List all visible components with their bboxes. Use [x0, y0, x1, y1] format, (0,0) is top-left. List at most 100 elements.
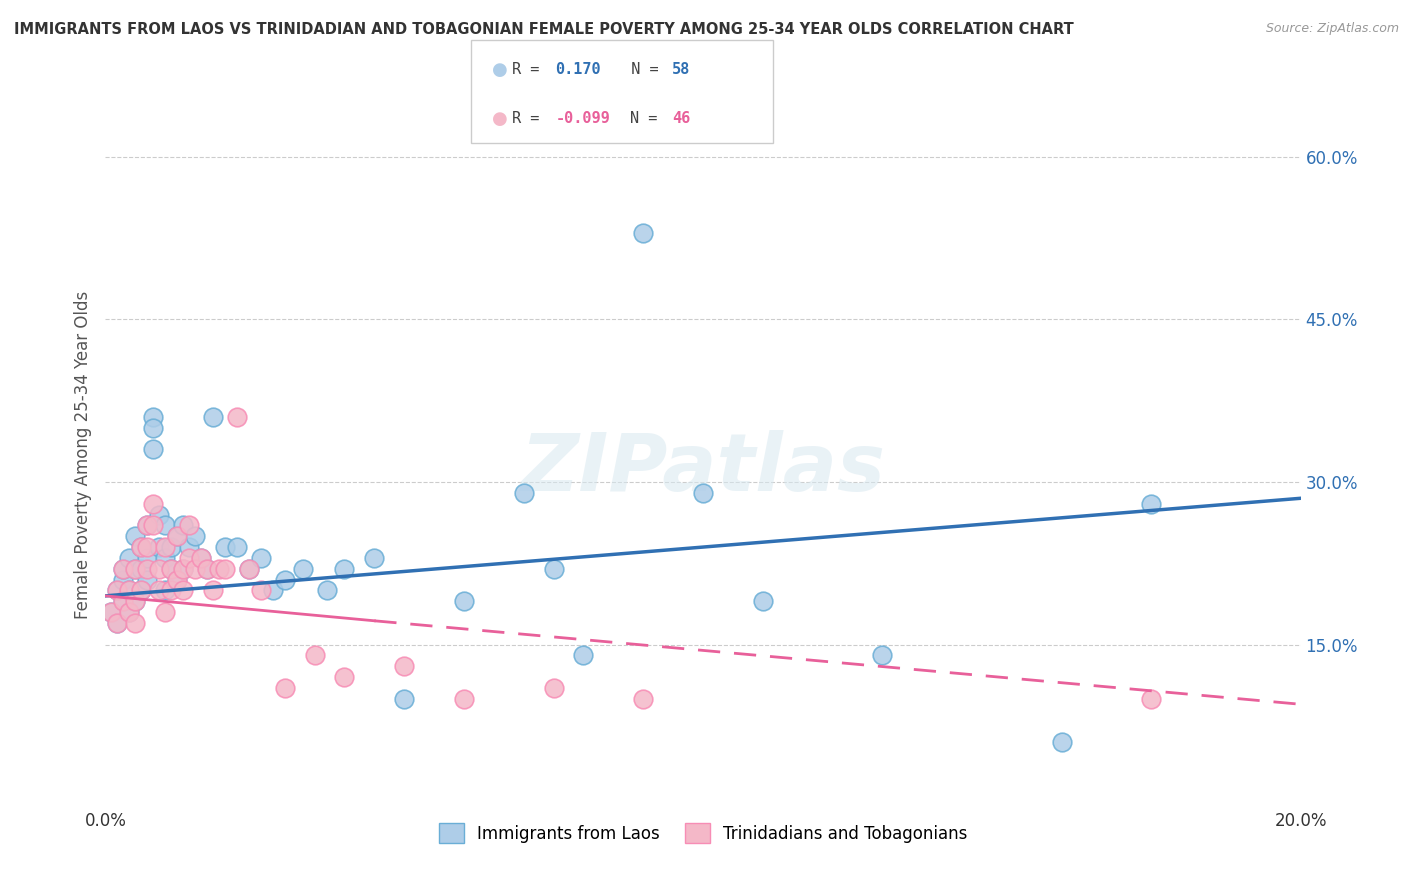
Point	[136, 540, 159, 554]
Point	[543, 562, 565, 576]
Point	[142, 421, 165, 435]
Point	[633, 226, 655, 240]
Point	[107, 583, 129, 598]
Point	[208, 562, 231, 576]
Point	[148, 508, 170, 522]
Point	[124, 562, 146, 576]
Point	[177, 550, 201, 565]
Point	[214, 562, 236, 576]
Point	[453, 594, 475, 608]
Point	[195, 562, 218, 576]
Text: 0.170: 0.170	[555, 62, 600, 77]
Point	[107, 583, 129, 598]
Point	[273, 573, 295, 587]
Point	[172, 562, 194, 576]
Point	[129, 562, 153, 576]
Text: 58: 58	[672, 62, 690, 77]
Point	[148, 540, 170, 554]
Point	[112, 594, 135, 608]
Point	[160, 540, 183, 554]
Point	[214, 540, 236, 554]
Legend: Immigrants from Laos, Trinidadians and Tobagonians: Immigrants from Laos, Trinidadians and T…	[430, 814, 976, 852]
Point	[124, 594, 146, 608]
Point	[112, 562, 135, 576]
Point	[304, 648, 326, 663]
Point	[1140, 497, 1163, 511]
Point	[190, 550, 212, 565]
Point	[142, 518, 165, 533]
Point	[129, 540, 153, 554]
Point	[129, 540, 153, 554]
Point	[112, 573, 135, 587]
Point	[543, 681, 565, 695]
Point	[1140, 691, 1163, 706]
Point	[136, 550, 159, 565]
Point	[124, 562, 146, 576]
Point	[177, 518, 201, 533]
Point	[155, 583, 177, 598]
Point	[118, 550, 141, 565]
Point	[136, 518, 159, 533]
Point	[751, 594, 773, 608]
Point	[513, 486, 536, 500]
Point	[172, 562, 194, 576]
Point	[136, 518, 159, 533]
Point	[250, 550, 273, 565]
Point	[238, 562, 260, 576]
Point	[155, 605, 177, 619]
Point	[250, 583, 273, 598]
Point	[333, 562, 356, 576]
Point	[172, 518, 194, 533]
Point	[148, 583, 170, 598]
Text: N =: N =	[630, 112, 666, 126]
Point	[124, 615, 146, 630]
Point	[166, 573, 188, 587]
Point	[112, 594, 135, 608]
Point	[202, 409, 225, 424]
Point	[333, 670, 356, 684]
Point	[177, 540, 201, 554]
Text: ●: ●	[492, 61, 508, 78]
Point	[118, 583, 141, 598]
Point	[872, 648, 894, 663]
Point	[118, 605, 141, 619]
Point	[195, 562, 218, 576]
Point	[142, 442, 165, 457]
Point	[572, 648, 595, 663]
Point	[142, 497, 165, 511]
Point	[692, 486, 714, 500]
Point	[166, 573, 188, 587]
Point	[155, 518, 177, 533]
Text: Source: ZipAtlas.com: Source: ZipAtlas.com	[1265, 22, 1399, 36]
Point	[315, 583, 337, 598]
Point	[225, 540, 249, 554]
Point	[225, 409, 249, 424]
Point	[633, 691, 655, 706]
Point	[136, 562, 159, 576]
Text: R =: R =	[512, 62, 548, 77]
Text: ●: ●	[492, 110, 508, 128]
Point	[136, 573, 159, 587]
Point	[190, 550, 212, 565]
Point	[129, 583, 153, 598]
Point	[118, 583, 141, 598]
Point	[184, 529, 207, 543]
Text: 46: 46	[672, 112, 690, 126]
Point	[172, 583, 194, 598]
Point	[160, 562, 183, 576]
Point	[273, 681, 295, 695]
Point	[124, 529, 146, 543]
Point	[142, 409, 165, 424]
Point	[124, 594, 146, 608]
Point	[291, 562, 314, 576]
Point	[238, 562, 260, 576]
Point	[155, 550, 177, 565]
Text: IMMIGRANTS FROM LAOS VS TRINIDADIAN AND TOBAGONIAN FEMALE POVERTY AMONG 25-34 YE: IMMIGRANTS FROM LAOS VS TRINIDADIAN AND …	[14, 22, 1074, 37]
Point	[129, 583, 153, 598]
Point	[1050, 735, 1073, 749]
Y-axis label: Female Poverty Among 25-34 Year Olds: Female Poverty Among 25-34 Year Olds	[73, 291, 91, 619]
Point	[202, 583, 225, 598]
Point	[394, 659, 416, 673]
Text: ZIPatlas: ZIPatlas	[520, 430, 886, 508]
Text: -0.099: -0.099	[555, 112, 610, 126]
